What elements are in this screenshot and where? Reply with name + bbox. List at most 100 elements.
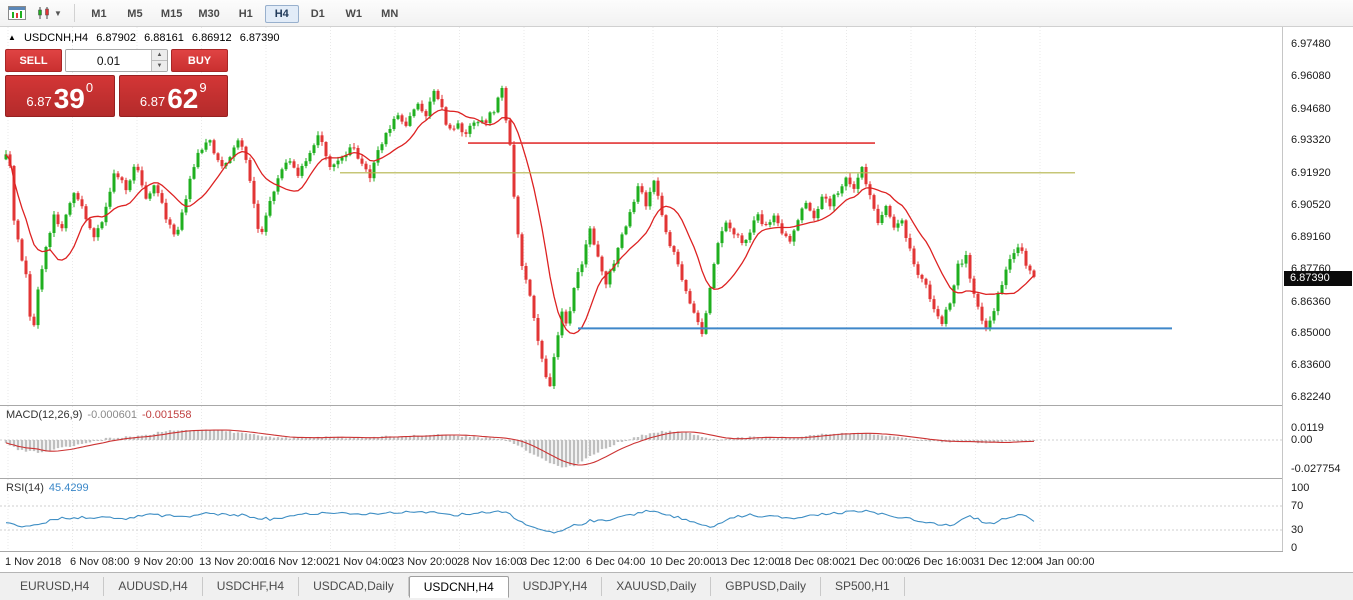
price-axis-label: 6.83600 <box>1291 359 1331 371</box>
quote-close: 6.87390 <box>239 32 280 44</box>
timeframe-m5[interactable]: M5 <box>127 7 143 20</box>
symbol-tab-usdchf-h4[interactable]: USDCHF,H4 <box>203 577 300 596</box>
quote-low: 6.86912 <box>191 32 232 44</box>
time-axis[interactable]: 1 Nov 2018 6 Nov 08:00 9 Nov 20:00 13 Nov 2… <box>0 552 1353 572</box>
chart-window-icon <box>8 6 26 20</box>
ask-prefix: 6.87 <box>139 94 166 109</box>
price-axis-label: 6.96080 <box>1291 70 1331 82</box>
timeframe-m30[interactable]: M30 <box>198 7 220 20</box>
timeframe-d1[interactable]: D1 <box>310 7 325 20</box>
time-axis-label: 31 Dec 12:00 <box>973 556 1039 568</box>
timeframe-m1[interactable]: M1 <box>91 7 107 20</box>
time-axis-label: 16 Nov 12:00 <box>263 556 329 568</box>
bid-prefix: 6.87 <box>26 94 52 109</box>
rsi-plot-area[interactable] <box>0 479 1282 551</box>
symbol-tab-usdcad-daily[interactable]: USDCAD,Daily <box>299 577 409 596</box>
timeframe-group: M1 M5 M15 M30 H1 H4 D1 W1 MN <box>81 4 408 23</box>
macd-value-main: -0.000601 <box>87 409 137 421</box>
time-axis-label: 6 Nov 08:00 <box>70 556 130 568</box>
timeframe-mn[interactable]: MN <box>381 7 399 20</box>
time-axis-label: 18 Dec 08:00 <box>779 556 845 568</box>
quote-open: 6.87902 <box>96 32 136 44</box>
axis-separator <box>1282 27 1283 551</box>
time-axis-label: 9 Nov 20:00 <box>134 556 194 568</box>
symbol-tab-usdcnh-h4[interactable]: USDCNH,H4 <box>408 576 509 598</box>
macd-name: MACD(12,26,9) <box>6 409 83 421</box>
price-axis[interactable]: 6.87390 6.97480 6.96080 6.94680 6.93320 6.91… <box>1283 27 1353 572</box>
time-axis-label: 13 Nov 20:00 <box>199 556 265 568</box>
panel-separator <box>0 551 1353 552</box>
buy-price-button[interactable]: 6.87 62 9 <box>118 75 228 117</box>
toolbar: ▼ M1 M5 M15 M30 H1 H4 D1 W1 MN <box>0 0 1353 27</box>
chart-type-button[interactable]: ▼ <box>32 4 66 22</box>
time-axis-label: 23 Nov 20:00 <box>392 556 458 568</box>
lot-stepper: ▲ ▼ <box>151 50 167 71</box>
symbol-tab-eurusd-h4[interactable]: EURUSD,H4 <box>6 577 105 596</box>
lot-increase-button[interactable]: ▲ <box>152 50 167 61</box>
timeframe-m15[interactable]: M15 <box>160 7 183 20</box>
collapse-trade-panel-icon[interactable]: ▲ <box>8 33 16 42</box>
time-axis-label: 26 Dec 16:00 <box>908 556 974 568</box>
trade-panel-top-row: SELL ▲ ▼ BUY <box>5 49 228 72</box>
bid-pipette: 0 <box>85 80 94 95</box>
rsi-axis-label: 70 <box>1291 500 1304 512</box>
chart-tab-bar: EURUSD,H4 AUDUSD,H4 USDCHF,H4 USDCAD,Daily U… <box>0 573 1353 600</box>
macd-axis-label: 0.00 <box>1291 434 1313 446</box>
new-chart-icon[interactable] <box>4 4 30 22</box>
rsi-axis-label: 100 <box>1291 482 1310 494</box>
lot-size-input[interactable] <box>66 50 151 71</box>
symbol-tab-xauusd-daily[interactable]: XAUUSD,Daily <box>602 577 712 596</box>
rsi-label: RSI(14) 45.4299 <box>6 482 94 494</box>
time-axis-label: 21 Dec 00:00 <box>844 556 910 568</box>
quote-line: ▲ USDCNH,H4 6.87902 6.88161 6.86912 6.87… <box>8 32 284 44</box>
rsi-axis-label: 30 <box>1291 524 1304 536</box>
macd-plot-area[interactable] <box>0 406 1282 478</box>
macd-axis-label: 0.0119 <box>1291 422 1324 434</box>
price-axis-label: 6.94680 <box>1291 103 1331 115</box>
time-axis-label: 3 Dec 12:00 <box>521 556 581 568</box>
symbol-tab-sp500-h1[interactable]: SP500,H1 <box>821 577 905 596</box>
chevron-down-icon: ▼ <box>54 8 62 18</box>
sell-button[interactable]: SELL <box>5 49 62 72</box>
current-price-badge: 6.87390 <box>1284 271 1352 286</box>
macd-label: MACD(12,26,9) -0.000601 -0.001558 <box>6 409 197 421</box>
trade-panel-price-row: 6.87 39 0 6.87 62 9 <box>5 75 228 117</box>
macd-axis-label: -0.027754 <box>1291 463 1341 475</box>
symbol-tab-usdjpy-h4[interactable]: USDJPY,H4 <box>509 577 603 596</box>
timeframe-w1[interactable]: W1 <box>345 7 362 20</box>
timeframe-h1[interactable]: H1 <box>238 7 253 20</box>
candlestick-chart-icon <box>38 7 49 19</box>
time-axis-label: 13 Dec 12:00 <box>715 556 781 568</box>
rsi-axis-label: 0 <box>1291 542 1298 554</box>
rsi-name: RSI(14) <box>6 482 44 494</box>
price-axis-label: 6.91920 <box>1291 167 1331 179</box>
panel-separator[interactable] <box>0 478 1353 479</box>
panel-separator[interactable] <box>0 405 1353 406</box>
macd-value-signal: -0.001558 <box>141 409 192 421</box>
price-axis-label: 6.97480 <box>1291 38 1331 50</box>
time-axis-label: 10 Dec 20:00 <box>650 556 716 568</box>
symbol-tab-audusd-h4[interactable]: AUDUSD,H4 <box>104 577 203 596</box>
symbol-tab-gbpusd-daily[interactable]: GBPUSD,Daily <box>711 577 821 596</box>
time-axis-label: 4 Jan 00:00 <box>1037 556 1095 568</box>
sell-price-button[interactable]: 6.87 39 0 <box>5 75 115 117</box>
time-axis-label: 6 Dec 04:00 <box>586 556 646 568</box>
lot-size-field: ▲ ▼ <box>65 49 168 72</box>
time-axis-label: 1 Nov 2018 <box>5 556 62 568</box>
bid-big-digits: 39 <box>53 83 85 114</box>
ask-big-digits: 62 <box>167 83 199 114</box>
price-axis-label: 6.89160 <box>1291 231 1331 243</box>
price-axis-label: 6.85000 <box>1291 327 1331 339</box>
toolbar-separator <box>73 4 75 22</box>
time-axis-label: 21 Nov 04:00 <box>328 556 394 568</box>
price-axis-label: 6.86360 <box>1291 296 1331 308</box>
quote-high: 6.88161 <box>144 32 184 44</box>
ask-pipette: 9 <box>199 80 207 95</box>
price-axis-label: 6.82240 <box>1291 391 1331 403</box>
price-axis-label: 6.93320 <box>1291 134 1331 146</box>
lot-decrease-button[interactable]: ▼ <box>152 61 167 71</box>
buy-button[interactable]: BUY <box>171 49 228 72</box>
timeframe-h4[interactable]: H4 <box>264 4 299 23</box>
